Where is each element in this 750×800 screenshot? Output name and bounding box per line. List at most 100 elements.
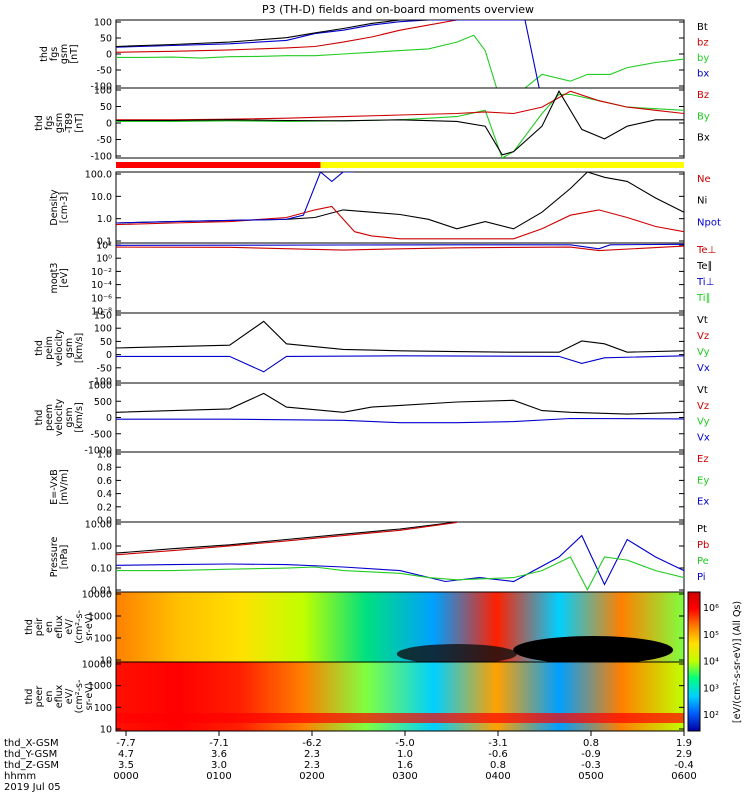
x-axis-value: 2.3: [304, 749, 320, 760]
y-axis-label-line: en: [44, 691, 55, 703]
y-axis-label-line: thd: [34, 115, 45, 131]
series-line: [116, 34, 684, 88]
y-tick-label: 10.00: [85, 520, 112, 531]
panel-frame: [115, 312, 685, 384]
panel-peem_velocity: 1000 500 0 -500 -1000 thdpeemvelocitygsm[km/s…: [34, 381, 710, 457]
colorbar-label: [eV/(cm²-s-sr-eV)] (All Qs): [732, 601, 743, 723]
y-axis-label: thdpeerenefluxeV/(cm²-s-sr-eV): [24, 680, 95, 714]
y-tick-label: 10000: [82, 590, 112, 601]
series-line: [116, 20, 429, 48]
y-tick-label: 0: [106, 350, 112, 361]
y-tick-label: 0.8: [97, 463, 112, 474]
panel-density: 100.0 10.0 1.0 0.1 Density[cm-3] Ne Ni Npot: [49, 170, 721, 248]
y-tick-label: 10: [100, 725, 112, 736]
x-axis-value: 3.0: [211, 760, 227, 771]
y-axis-label-line: [km/s]: [74, 333, 85, 363]
series-line: [116, 172, 355, 224]
y-tick-label: 100: [94, 86, 112, 97]
legend-entry: By: [697, 111, 710, 122]
series-line: [116, 90, 684, 121]
legend-entry: Te∥: [696, 261, 713, 272]
series-line: [116, 417, 684, 424]
panel-peer_eflux: 10000 1000 100 10 thdpeerenefluxeV/(cm²-s-sr…: [24, 660, 685, 736]
heatmap-noflux-region: [513, 636, 674, 664]
y-axis-label-line: velocity: [54, 399, 65, 437]
panel-frame: [115, 171, 685, 244]
panel-frame: [115, 382, 685, 453]
y-tick-label: 10000: [82, 660, 112, 671]
y-axis-label-line: thd: [24, 619, 35, 635]
y-axis-label-line: (cm²-s-: [74, 680, 85, 714]
colorbar-tick-label: 10⁶: [703, 603, 719, 614]
panel-peir_eflux: 10000 1000 100 10 thdpeirenefluxeV/(cm²-s-sr…: [24, 590, 685, 667]
y-axis-label: thdfgsgsm-T89[nT]: [34, 113, 85, 133]
y-tick-label: -50: [96, 66, 112, 77]
legend-entry: Bt: [697, 22, 708, 33]
y-axis-label-line: eV/: [64, 618, 75, 634]
x-axis-value: 0200: [299, 771, 324, 782]
x-axis-row-label: thd_Y-GSM: [4, 749, 57, 760]
y-tick-label: 0.01: [91, 586, 112, 597]
x-axis-value: -0.3: [581, 760, 601, 771]
y-tick-label: -100: [90, 377, 112, 388]
x-axis-value: 0400: [485, 771, 510, 782]
y-tick-label: 10⁰: [96, 254, 112, 265]
y-axis-label-line: peir: [34, 618, 45, 637]
legend-entry: Ne: [697, 174, 711, 185]
y-tick-label: 100: [94, 634, 112, 645]
y-axis-label-line: eflux: [54, 684, 65, 708]
y-axis-label-line: velocity: [54, 329, 65, 367]
legend-entry: Vt: [697, 385, 708, 396]
y-tick-label: 10: [100, 656, 112, 667]
y-axis-label: thdpeimvelocitygsm[km/s]: [34, 329, 85, 367]
y-axis-label-line: [nT]: [74, 113, 85, 132]
x-axis-value: 1.0: [397, 749, 413, 760]
x-axis-value: 0.8: [583, 738, 599, 749]
y-tick-label: 0.6: [97, 476, 112, 487]
y-axis-label-line: E=-VxB: [49, 469, 60, 504]
y-tick-label: -500: [90, 429, 112, 440]
y-axis-label-line: peem: [44, 404, 55, 431]
series-line: [116, 90, 684, 156]
y-tick-label: 500: [94, 397, 112, 408]
legend-entry: Bx: [697, 133, 710, 144]
x-axis-value: -0.4: [674, 760, 694, 771]
y-tick-label: 1.0: [97, 450, 112, 461]
series-line: [116, 93, 684, 158]
legend-entry: Vz: [697, 331, 709, 342]
series-line: [116, 172, 684, 230]
heatmap-noflux-region: [396, 644, 517, 664]
y-tick-label: -100: [90, 152, 112, 163]
series-line: [116, 245, 684, 252]
panel-frame: [115, 521, 685, 593]
x-axis-row-label: hhmm: [4, 771, 36, 782]
y-axis-label: moqt3[eV]: [49, 263, 70, 294]
colorbar-tick-label: 10³: [703, 683, 719, 694]
y-axis-label-line: en: [44, 621, 55, 633]
x-axis-row-label: thd_Z-GSM: [4, 760, 59, 771]
y-axis-label-line: [cm-3]: [59, 192, 70, 223]
legend-entry: Npot: [697, 217, 721, 228]
x-axis-value: -0.9: [581, 749, 601, 760]
x-axis-value: -6.2: [302, 738, 322, 749]
series-line: [116, 556, 684, 591]
x-axis-value: 3.6: [211, 749, 227, 760]
y-tick-label: 10⁻⁸: [91, 307, 112, 318]
series-line: [116, 522, 457, 556]
y-tick-label: 0.1: [97, 237, 112, 248]
legend-entry: bz: [697, 38, 709, 49]
legend-entry: Vx: [697, 363, 710, 374]
y-axis-label-line: peim: [44, 336, 55, 360]
colorbar-tick-label: 10²: [703, 710, 719, 721]
y-tick-label: 1.00: [91, 542, 112, 553]
y-tick-label: 100.0: [85, 170, 112, 181]
y-axis-label-line: gsm: [64, 338, 75, 358]
series-line: [116, 355, 684, 373]
y-axis-label-line: gsm: [59, 44, 70, 64]
y-tick-label: -100: [90, 82, 112, 93]
y-axis-label-line: Pressure: [49, 537, 60, 578]
y-axis-label-line: gsm: [64, 407, 75, 427]
y-axis-label-line: gsm: [54, 113, 65, 133]
y-axis-label-line: thd: [34, 410, 45, 426]
